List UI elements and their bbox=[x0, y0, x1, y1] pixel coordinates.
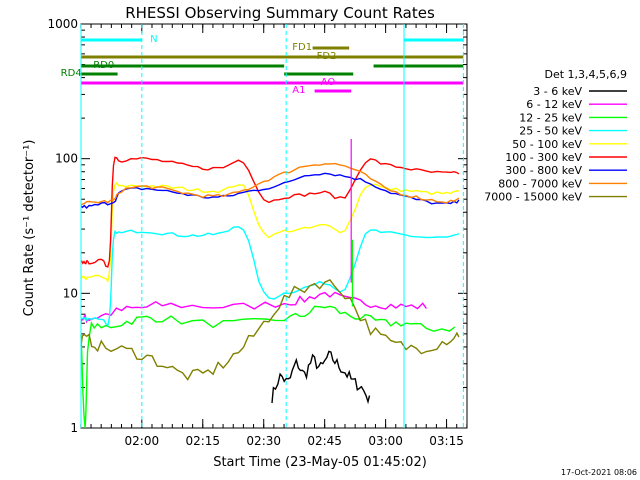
plot-area: 1 10 100 1000 02:00 02:15 02:30 02:45 03:00 03:15… bbox=[47, 17, 468, 448]
y-axis-label: Count Rate (s⁻¹ detector⁻¹) bbox=[22, 140, 37, 317]
state-label-rd0: RD0 bbox=[93, 60, 114, 71]
series-line-3 bbox=[80, 305, 456, 429]
y-tick-label: 10 bbox=[63, 286, 78, 300]
series-line-1 bbox=[271, 350, 371, 405]
x-tick-label: 03:15 bbox=[429, 434, 464, 448]
legend-label: 6 - 12 keV bbox=[526, 98, 582, 111]
x-tick-label: 02:45 bbox=[307, 434, 342, 448]
legend-label: 300 - 800 keV bbox=[505, 164, 582, 177]
legend-label: 50 - 100 keV bbox=[512, 138, 582, 151]
legend-label: 12 - 25 keV bbox=[519, 111, 582, 124]
legend-title: Det 1,3,4,5,6,9 bbox=[544, 68, 627, 81]
footer-date: 17-Oct-2021 08:06 bbox=[561, 468, 637, 477]
series-line-5 bbox=[80, 181, 459, 283]
x-tick-label: 02:30 bbox=[246, 434, 281, 448]
state-label-n: N bbox=[150, 34, 157, 45]
y-tick-label: 100 bbox=[55, 152, 78, 166]
x-tick-label: 02:00 bbox=[125, 434, 160, 448]
state-label-a1: A1 bbox=[292, 85, 305, 96]
legend-label: 100 - 300 keV bbox=[505, 151, 582, 164]
legend-label: 3 - 6 keV bbox=[533, 85, 582, 98]
x-axis-label: Start Time (23-May-05 01:45:02) bbox=[213, 455, 427, 470]
series-line-8 bbox=[80, 162, 460, 206]
series-line-7 bbox=[80, 172, 460, 210]
state-label-fd1: FD1 bbox=[292, 42, 312, 53]
state-label-fd2: FD2 bbox=[317, 51, 337, 62]
series-line-4 bbox=[80, 226, 460, 327]
legend-label: 25 - 50 keV bbox=[519, 125, 582, 138]
state-label-rd4: RD4 bbox=[61, 68, 82, 79]
legend-label: 7000 - 15000 keV bbox=[484, 191, 582, 204]
x-tick-label: 02:15 bbox=[185, 434, 220, 448]
state-label-ao: AO bbox=[321, 77, 336, 88]
y-tick-label: 1 bbox=[70, 421, 78, 435]
x-tick-label: 03:00 bbox=[368, 434, 403, 448]
series-line-6 bbox=[80, 156, 460, 268]
y-tick-label: 1000 bbox=[47, 17, 78, 31]
chart-title: RHESSI Observing Summary Count Rates bbox=[125, 4, 435, 22]
legend-label: 800 - 7000 keV bbox=[498, 177, 582, 190]
series-line-9 bbox=[80, 279, 460, 381]
